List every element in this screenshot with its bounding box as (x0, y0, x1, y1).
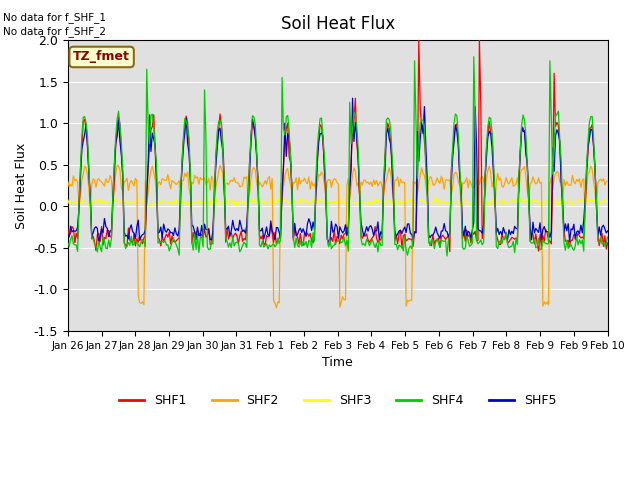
Text: No data for f_SHF_1: No data for f_SHF_1 (3, 12, 106, 23)
Text: TZ_fmet: TZ_fmet (73, 50, 130, 63)
Y-axis label: Soil Heat Flux: Soil Heat Flux (15, 143, 28, 228)
Title: Soil Heat Flux: Soil Heat Flux (280, 15, 395, 33)
X-axis label: Time: Time (323, 356, 353, 369)
Legend: SHF1, SHF2, SHF3, SHF4, SHF5: SHF1, SHF2, SHF3, SHF4, SHF5 (114, 389, 561, 412)
Text: No data for f_SHF_2: No data for f_SHF_2 (3, 26, 106, 37)
